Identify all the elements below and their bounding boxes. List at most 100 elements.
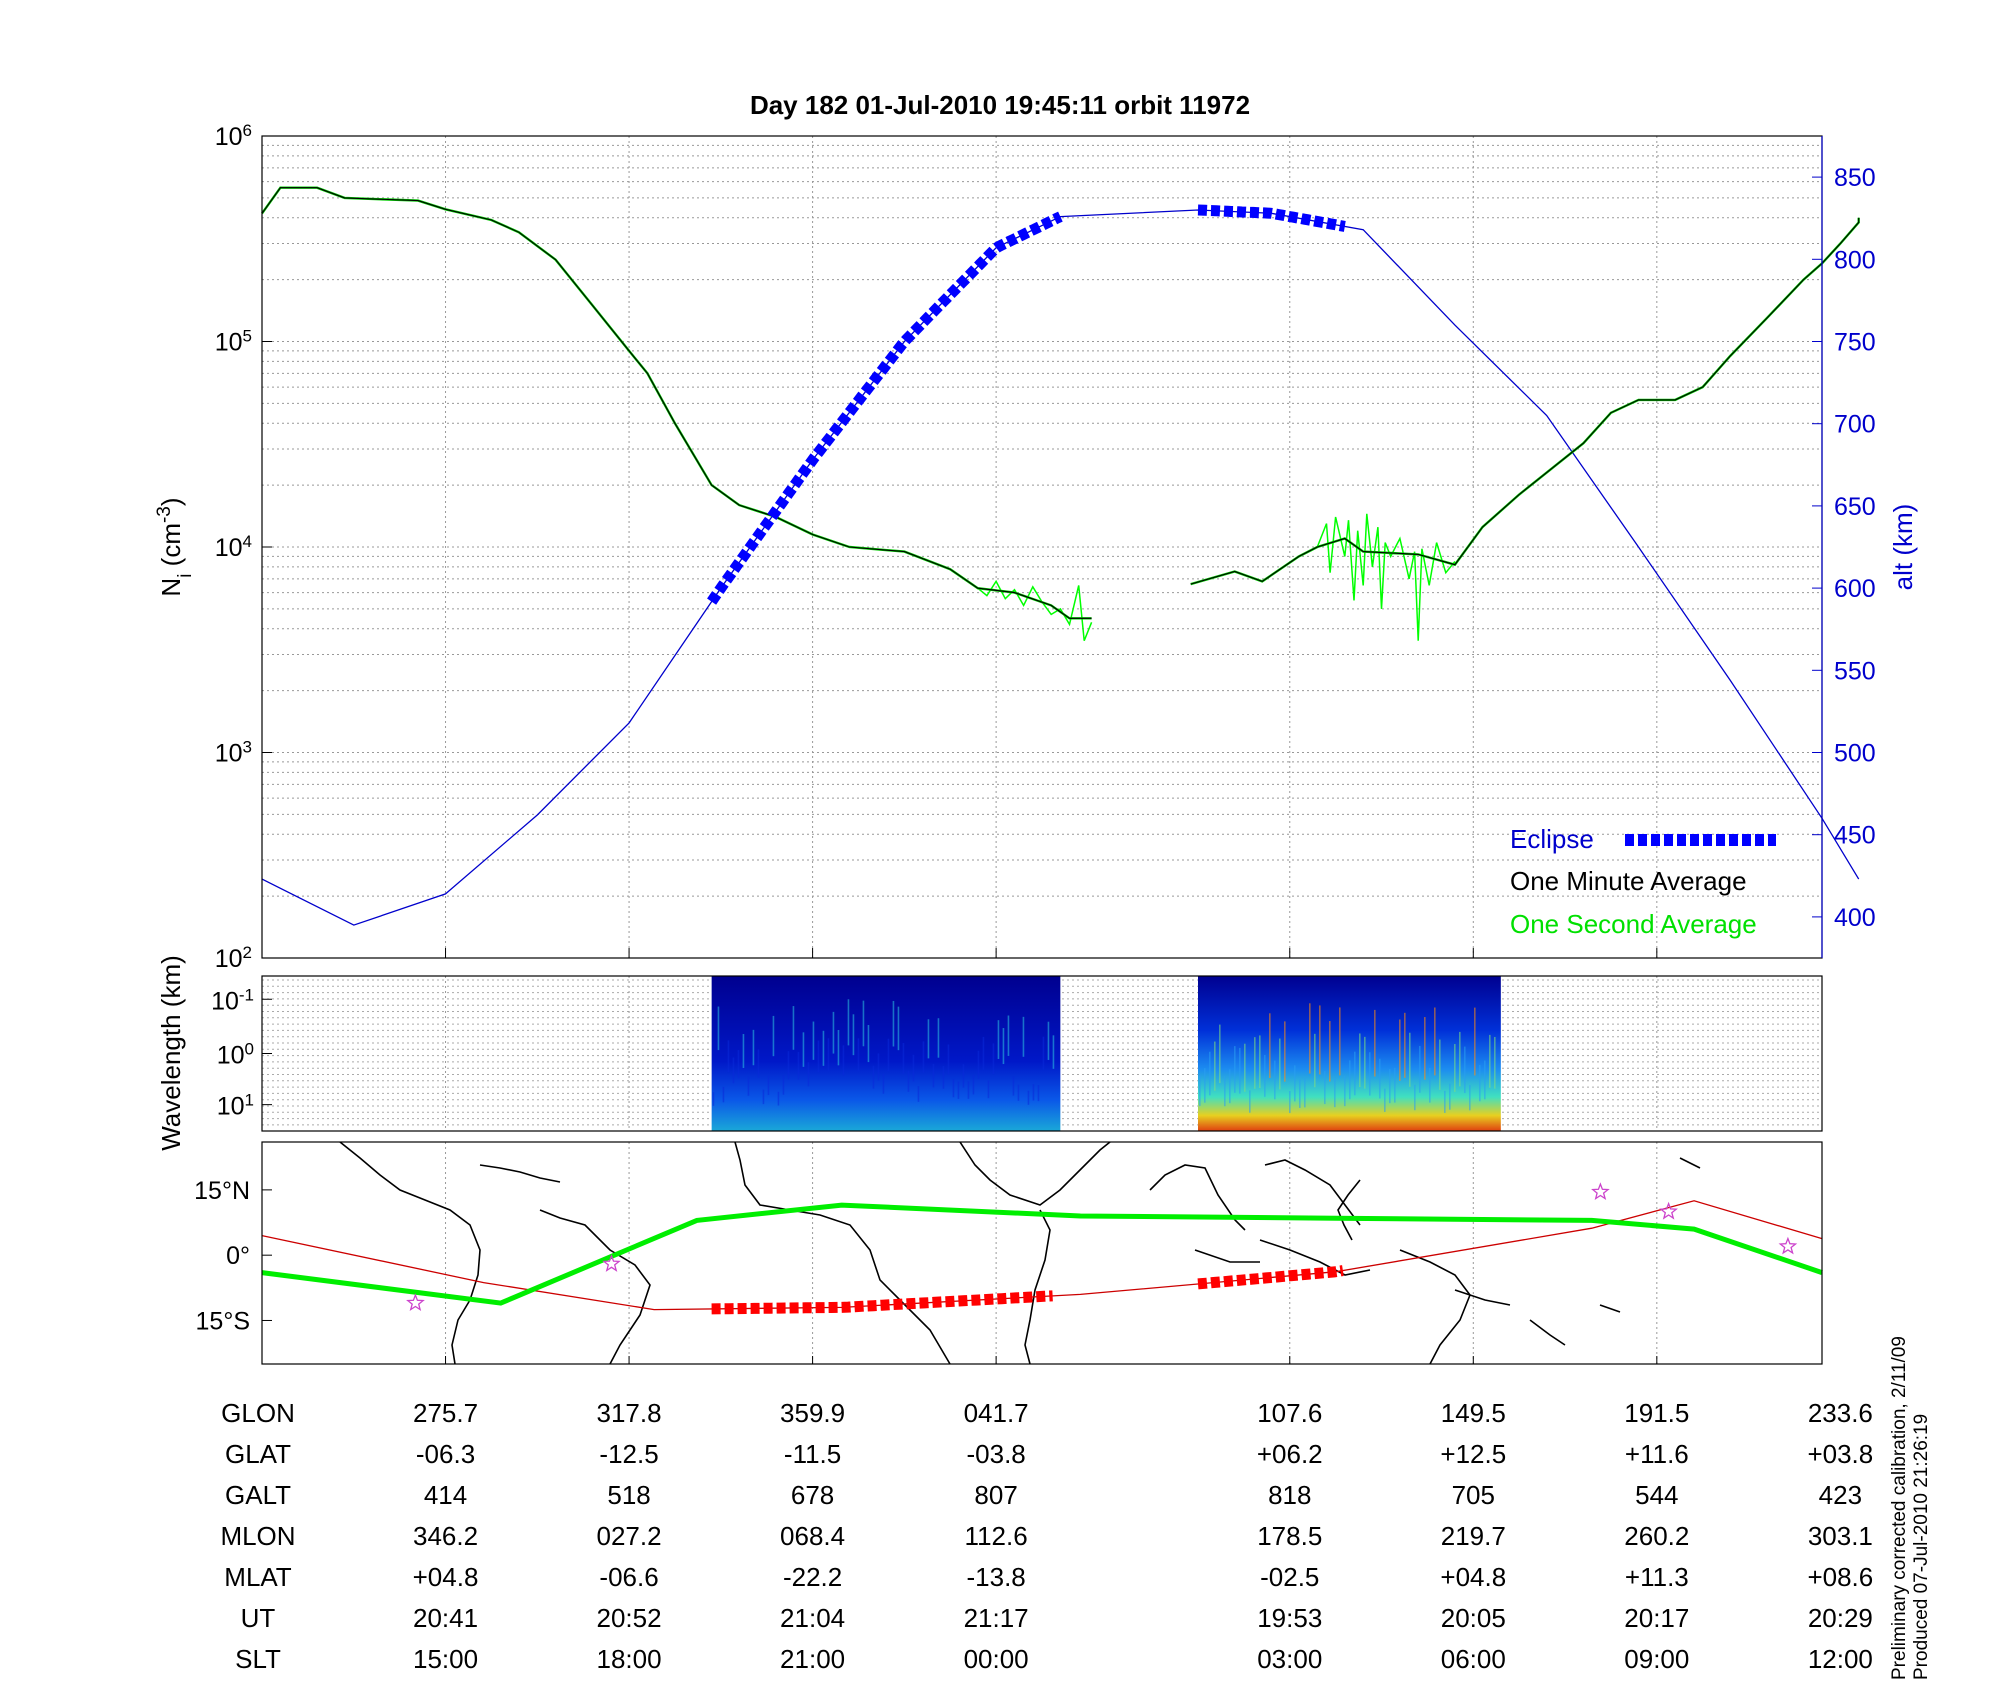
spectrogram-streak — [977, 1050, 980, 1079]
table-cell: 21:04 — [780, 1603, 845, 1633]
spectrogram-streak — [1279, 1038, 1281, 1090]
spectrogram-streak — [1319, 1005, 1321, 1075]
spectrogram-streak — [1379, 1058, 1381, 1099]
spectrogram-streak — [762, 1089, 765, 1105]
table-cell: +04.8 — [1440, 1562, 1506, 1592]
table-cell: 233.6 — [1808, 1398, 1873, 1428]
spectrogram-streak — [722, 1086, 725, 1103]
spectrogram-streak — [777, 1091, 780, 1106]
spectrogram-streak — [892, 1000, 895, 1047]
density-series — [261, 186, 1860, 641]
spectrogram-streak — [1479, 1064, 1481, 1102]
table-row-label: UT — [241, 1603, 276, 1633]
spectrogram-streak — [1229, 1069, 1231, 1104]
spectrogram-streak — [962, 1064, 965, 1088]
table-cell: -02.5 — [1260, 1562, 1319, 1592]
table-cell: 041.7 — [964, 1398, 1029, 1428]
spectrogram-streak — [712, 1092, 715, 1106]
spectrogram-streak — [757, 1049, 760, 1078]
table-cell: -03.8 — [966, 1439, 1025, 1469]
table-cell: 107.6 — [1257, 1398, 1322, 1428]
table-cell: 027.2 — [597, 1521, 662, 1551]
spectrogram-streak — [1017, 1084, 1020, 1101]
spectrogram-streak — [1389, 1069, 1391, 1104]
star-marker — [1659, 1201, 1678, 1220]
spectrogram-streak — [872, 1065, 875, 1089]
y-tick-label: 0° — [226, 1242, 250, 1270]
table-cell: +11.6 — [1625, 1439, 1689, 1469]
y-tick-label: 105 — [215, 326, 252, 357]
table-cell: 09:00 — [1624, 1644, 1689, 1674]
spectrogram-streak — [817, 1040, 820, 1073]
y2-tick-label: 400 — [1834, 904, 1876, 932]
y-tick-label: 103 — [215, 737, 252, 768]
chart-title: Day 182 01-Jul-2010 19:45:11 orbit 11972 — [750, 90, 1250, 120]
spectrogram-streak — [1454, 1044, 1456, 1092]
altitude-y-label: alt (km) — [1888, 504, 1918, 591]
table-cell: -12.5 — [599, 1439, 658, 1469]
spectrogram-streak — [1204, 1068, 1206, 1103]
spectrogram-streak — [1244, 1043, 1246, 1092]
y2-tick-label: 450 — [1834, 822, 1876, 850]
table-row-label: GALT — [225, 1480, 291, 1510]
spectrogram-streak — [857, 1038, 860, 1071]
table-cell: 20:52 — [597, 1603, 662, 1633]
table-cell: 18:00 — [597, 1644, 662, 1674]
table-cell: 414 — [424, 1480, 467, 1510]
spectrogram-streak — [1047, 1021, 1050, 1060]
spectrogram-streak — [1002, 1028, 1005, 1065]
coastlines — [339, 1141, 1701, 1365]
star-marker — [602, 1254, 621, 1272]
spectrogram-streak — [772, 1015, 775, 1057]
table-row-label: MLAT — [224, 1562, 292, 1592]
table-cell: 191.5 — [1624, 1398, 1689, 1428]
spectrogram-streak — [947, 1044, 950, 1075]
table-cell: +06.2 — [1257, 1439, 1323, 1469]
spectrogram-streak — [932, 1063, 935, 1088]
map-grid — [445, 1142, 1658, 1364]
spectrogram-streak — [1007, 1015, 1010, 1056]
y-tick-label: 104 — [215, 532, 252, 563]
spectrogram-streak — [1404, 1012, 1406, 1078]
spectrogram-streak — [1469, 1085, 1471, 1111]
star-marker — [1778, 1236, 1798, 1255]
spectrogram-streak — [1254, 1037, 1256, 1089]
spectrogram-streak — [992, 1043, 995, 1075]
altitude-y-ticks: 400 450 500 550 600 650 700 750 800 850 — [1812, 164, 1876, 932]
spectrogram-streak — [1384, 1088, 1386, 1112]
spectrogram-streak — [782, 1075, 785, 1095]
spectrogram-streak — [867, 1024, 870, 1063]
density-y-label: Ni (cm-3) — [154, 497, 196, 596]
spectrogram-streak — [987, 1080, 990, 1099]
table-cell: 807 — [974, 1480, 1017, 1510]
spectrogram-streak — [897, 1006, 900, 1051]
spectrogram-streak — [787, 1051, 790, 1080]
orbit-track-line — [261, 1200, 1823, 1311]
spectrogram-streak — [842, 1045, 845, 1076]
legend-eclipse-label: Eclipse — [1510, 824, 1594, 854]
table-row-label: MLON — [220, 1521, 295, 1551]
table-cell: +08.6 — [1807, 1562, 1873, 1592]
y-tick-label: 10-1 — [211, 985, 254, 1016]
spectrogram-streak — [827, 1038, 830, 1071]
spectrogram-panel: 10-1 100 101 Wavelength (km) — [156, 955, 1823, 1151]
spectrogram-streak — [862, 1000, 865, 1047]
spectrogram-streak — [1494, 1036, 1496, 1089]
spectrogram-streak — [1344, 1075, 1346, 1107]
spectrogram-streak — [917, 1086, 920, 1102]
spectrogram-streak — [752, 1029, 755, 1066]
spectrogram-streak — [742, 1034, 745, 1068]
eclipse-segment — [1197, 204, 1346, 232]
table-cell: 068.4 — [780, 1521, 845, 1551]
spectrogram-streak — [1474, 1007, 1476, 1076]
spectrogram-streak — [902, 1042, 905, 1074]
table-cell: 705 — [1452, 1480, 1495, 1510]
y2-tick-label: 550 — [1834, 657, 1876, 685]
spectrogram-streak — [1364, 1036, 1366, 1089]
spectrogram-streak — [802, 1032, 805, 1067]
spectrogram-streak — [1249, 1090, 1251, 1113]
table-cell: -06.3 — [416, 1439, 475, 1469]
spectrogram-streak — [1324, 1071, 1326, 1105]
table-cell: +04.8 — [413, 1562, 479, 1592]
spectrogram-streak — [1459, 1031, 1461, 1087]
